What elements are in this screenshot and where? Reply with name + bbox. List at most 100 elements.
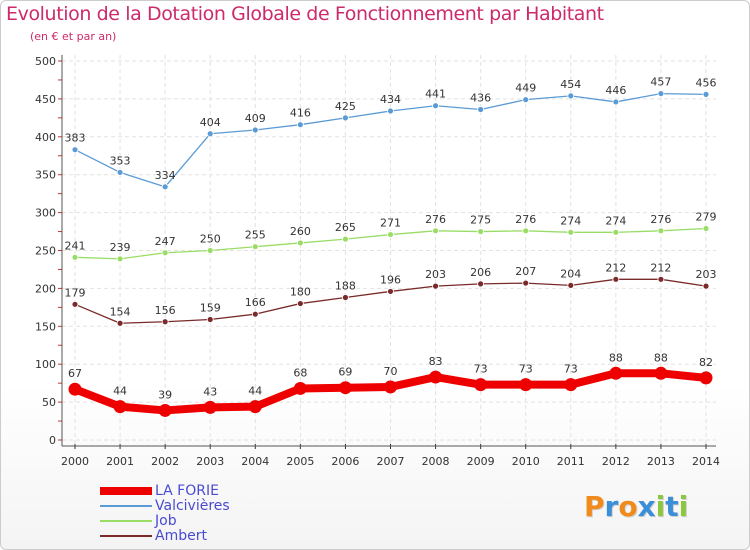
data-label-ambert: 188 [335,279,356,292]
proxiti-logo: Proxiti [584,490,688,523]
chart-title: Evolution de la Dotation Globale de Fonc… [6,3,604,25]
data-label-valcivi-res: 353 [110,154,131,167]
data-label-ambert: 212 [605,261,626,274]
point-la-forie [564,378,578,392]
logo-letter: t [665,490,679,523]
data-label-la-forie: 83 [429,355,443,368]
y-tick-label: 300 [35,207,56,220]
legend-swatch-valcivi-res [100,505,152,507]
data-label-valcivi-res: 425 [335,100,356,113]
data-label-valcivi-res: 434 [380,93,401,106]
logo-letter: r [604,490,619,523]
data-label-job: 276 [650,213,671,226]
point-la-forie [609,366,623,380]
point-ambert [432,282,439,290]
data-label-job: 250 [200,233,221,246]
point-la-forie [248,400,262,414]
data-label-job: 241 [65,239,86,252]
x-tick-label: 2002 [151,455,179,468]
data-label-job: 276 [515,213,536,226]
x-tick-label: 2009 [467,455,495,468]
data-label-ambert: 204 [560,267,581,280]
data-label-layer: 383 353 334 404 409 416 425 434 441 436 449 454 446 4… [65,76,717,402]
data-label-la-forie: 44 [113,385,127,398]
point-job [702,225,710,232]
grid-layer [62,55,716,446]
data-label-ambert: 166 [245,296,266,309]
x-tick-label: 2008 [422,455,450,468]
point-job [206,247,214,254]
data-label-job: 255 [245,229,266,242]
point-valcivi-res [702,90,710,98]
point-la-forie [699,371,713,385]
point-ambert [702,282,710,290]
point-ambert [116,319,124,327]
data-label-ambert: 179 [65,286,86,299]
x-tick-label: 2000 [61,455,89,468]
point-la-forie [654,366,668,380]
data-label-la-forie: 67 [68,367,82,380]
data-label-la-forie: 69 [338,366,352,379]
data-label-la-forie: 44 [248,385,262,398]
point-la-forie [474,378,488,392]
point-valcivi-res [657,90,665,97]
x-tick-label: 2006 [331,455,359,468]
point-job [522,227,530,235]
point-valcivi-res [567,92,575,100]
point-ambert [657,275,665,283]
point-job [251,243,259,251]
point-valcivi-res [116,169,124,176]
point-ambert [206,316,214,323]
point-la-forie [158,403,172,417]
point-valcivi-res [477,106,485,113]
data-label-ambert: 159 [200,301,221,314]
data-label-valcivi-res: 456 [696,76,717,89]
point-job [296,239,304,247]
y-tick-label: 100 [35,358,56,371]
data-label-valcivi-res: 404 [200,116,221,129]
data-label-valcivi-res: 416 [290,107,311,120]
point-job [612,228,620,236]
point-job [342,235,349,243]
data-label-job: 271 [380,217,401,230]
point-la-forie [384,380,397,394]
data-label-valcivi-res: 454 [560,78,581,91]
point-valcivi-res [612,98,620,106]
point-job [161,249,169,257]
data-label-ambert: 196 [380,273,401,286]
logo-letter: i [678,490,689,523]
data-label-job: 260 [290,225,311,238]
data-label-ambert: 156 [155,304,176,317]
chart-subtitle: (en € et par an) [30,30,117,43]
y-tick-label: 350 [35,169,56,182]
data-label-la-forie: 88 [654,351,668,364]
point-ambert [161,318,169,326]
point-ambert [296,300,304,307]
data-label-ambert: 203 [696,268,717,281]
series-layer [68,90,713,417]
data-label-ambert: 212 [650,261,671,274]
point-valcivi-res [522,96,530,104]
data-label-valcivi-res: 334 [155,169,176,182]
y-tick-label: 50 [42,396,56,409]
y-tick-label: 200 [35,282,56,295]
data-label-job: 274 [560,214,581,227]
point-valcivi-res [387,107,394,115]
logo-letter: o [618,490,638,523]
point-la-forie [293,381,307,395]
x-tick-label: 2012 [602,455,630,468]
point-valcivi-res [296,121,304,129]
data-label-la-forie: 39 [158,388,172,401]
data-label-la-forie: 73 [519,363,533,376]
point-ambert [612,275,620,283]
data-label-job: 279 [696,211,717,224]
legend-label-job: Job [155,513,177,529]
y-tick-label: 150 [35,320,56,333]
y-tick-label: 450 [35,93,56,106]
logo-letter: i [655,490,666,523]
data-label-valcivi-res: 436 [470,92,491,105]
y-tick-label: 400 [35,131,56,144]
point-job [387,231,394,238]
x-tick-label: 2013 [647,455,675,468]
